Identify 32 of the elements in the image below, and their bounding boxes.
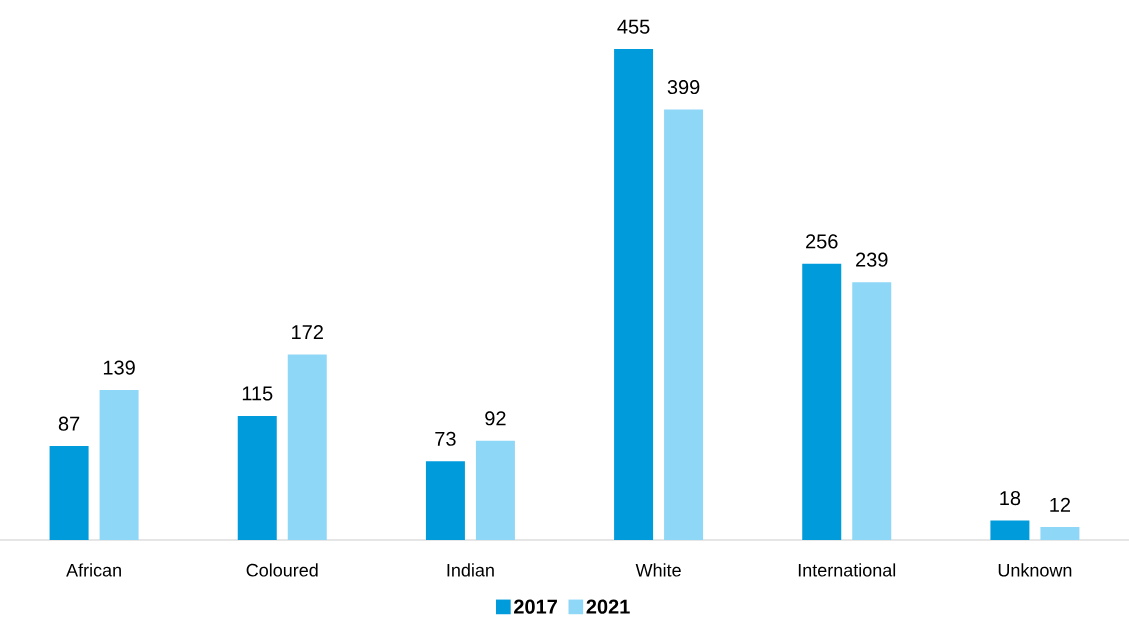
data-label: 115	[242, 386, 273, 401]
data-label: 73	[435, 431, 456, 446]
bar	[99, 390, 139, 540]
bar	[1040, 527, 1080, 540]
x-tick-label: International	[798, 563, 896, 577]
x-tick-label: White	[635, 563, 681, 577]
data-label: 92	[485, 411, 506, 426]
data-label: 239	[856, 252, 888, 267]
legend-label: 2017	[514, 599, 557, 614]
bar	[49, 446, 89, 540]
bar	[614, 49, 654, 540]
data-label: 172	[292, 325, 323, 340]
bar	[852, 282, 892, 540]
bar	[475, 440, 515, 540]
data-label: 399	[667, 79, 700, 95]
data-label: 12	[1050, 497, 1071, 512]
bar	[802, 263, 842, 540]
data-label: 256	[806, 234, 838, 249]
x-tick-label: Coloured	[246, 563, 318, 577]
data-label: 455	[617, 19, 650, 34]
bar	[664, 109, 704, 540]
x-tick-label: Unknown	[998, 563, 1072, 577]
bar	[990, 520, 1030, 540]
bar	[287, 354, 327, 540]
bar	[237, 415, 277, 540]
data-label: 18	[1000, 491, 1021, 506]
x-tick-label: African	[66, 563, 121, 577]
data-label: 139	[103, 360, 135, 375]
bar	[425, 461, 465, 540]
x-tick-label: Indian	[447, 563, 494, 577]
data-label: 87	[58, 416, 80, 431]
legend-label: 2021	[586, 599, 630, 614]
